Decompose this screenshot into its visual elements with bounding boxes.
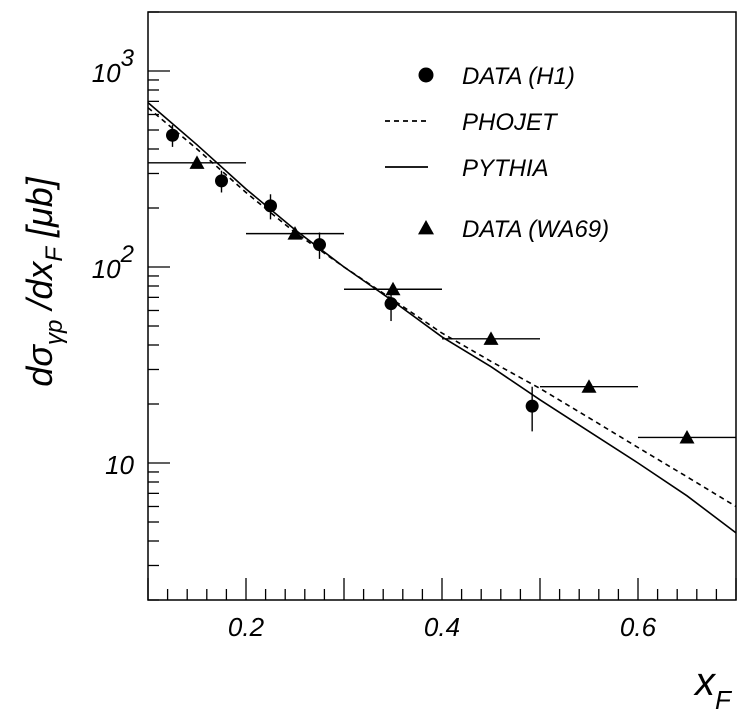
data-point-data-h1 [525,386,539,432]
data-point-data-wa69 [246,226,344,240]
legend-label: PYTHIA [462,155,549,182]
plot-area [147,11,737,601]
x-tick-label: 0.4 [424,612,460,642]
x-axis-ticks: 0.2 0.4 0.6 [147,578,737,642]
triangle-marker [581,379,597,393]
circle-marker [166,128,179,142]
circle-marker [525,399,539,413]
circle-marker [313,238,326,252]
data-point-data-h1 [166,125,179,147]
y-tick-label: 103 [92,45,135,88]
data-point-data-h1 [215,170,228,193]
x-axis-title: xF [693,660,733,715]
y-axis-ticks: 10 102 103 [92,11,170,601]
legend-label: DATA (WA69) [462,216,609,243]
legend: DATA (H1) PHOJET PYTHIA DATA (WA69) [385,63,609,243]
x-tick-label: 0.2 [228,612,265,642]
data-point-data-wa69 [638,429,736,444]
legend-circle-icon [418,67,434,83]
data-points [148,125,736,444]
data-point-data-h1 [264,194,277,220]
curve-pythia [147,101,737,534]
legend-label: PHOJET [462,109,559,136]
triangle-marker [483,331,499,345]
plot-frame [147,11,737,601]
y-tick-label: 102 [92,241,134,284]
legend-entry: DATA (H1) [418,63,575,90]
legend-entry: DATA (WA69) [418,216,609,243]
data-point-data-wa69 [442,331,540,345]
triangle-marker [385,281,401,296]
curve-phojet [147,107,737,508]
triangle-marker [189,155,205,169]
model-curves [147,101,737,534]
triangle-marker [287,226,303,240]
circle-marker [384,297,398,311]
triangle-marker [679,429,695,444]
data-point-data-h1 [313,232,326,259]
circle-marker [264,199,277,213]
y-tick-label: 10 [105,450,134,480]
data-point-data-wa69 [540,379,638,393]
x-tick-label: 0.6 [620,612,657,642]
y-axis-title: dσγp /dxF [μb] [19,176,68,387]
legend-entry: PHOJET [385,109,559,136]
data-point-data-wa69 [344,281,442,296]
legend-triangle-icon [418,220,434,235]
legend-label: DATA (H1) [462,63,575,90]
legend-entry: PYTHIA [385,155,549,182]
data-point-data-wa69 [148,155,246,169]
circle-marker [215,174,228,188]
